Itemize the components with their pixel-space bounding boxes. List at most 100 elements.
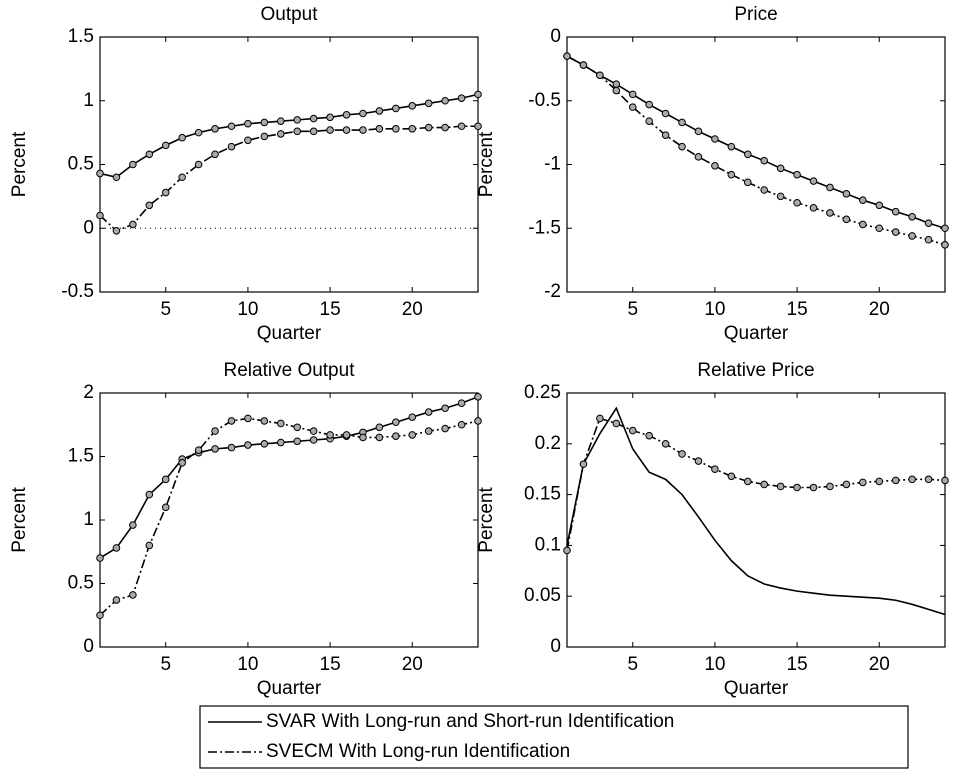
data-point bbox=[227, 122, 236, 131]
y-tick-label: -1.5 bbox=[528, 217, 561, 238]
data-point bbox=[112, 227, 121, 235]
y-tick-label: -2 bbox=[544, 281, 561, 302]
data-point bbox=[161, 503, 170, 512]
y-tick-label: 1.5 bbox=[68, 26, 94, 47]
data-point bbox=[743, 178, 752, 187]
data-point bbox=[842, 215, 851, 224]
y-axis-label: Percent bbox=[476, 131, 497, 197]
data-point bbox=[375, 433, 384, 442]
data-point bbox=[743, 477, 752, 486]
data-point bbox=[244, 441, 252, 449]
data-point bbox=[112, 544, 121, 552]
data-point bbox=[727, 142, 736, 151]
data-point bbox=[711, 161, 719, 170]
data-point bbox=[408, 102, 417, 110]
y-tick-label: 1.5 bbox=[68, 446, 94, 467]
data-point bbox=[661, 109, 670, 118]
x-tick-label: 10 bbox=[704, 654, 725, 675]
x-tick-label: 15 bbox=[320, 654, 341, 675]
data-point bbox=[293, 127, 302, 136]
x-tick-label: 20 bbox=[402, 654, 423, 675]
y-axis-label: Percent bbox=[9, 487, 30, 553]
data-point bbox=[579, 61, 588, 69]
x-tick-label: 20 bbox=[869, 299, 890, 320]
data-point bbox=[244, 136, 252, 145]
data-point bbox=[96, 169, 104, 178]
data-point bbox=[441, 123, 449, 132]
y-tick-label: -0.5 bbox=[61, 281, 94, 302]
data-point bbox=[211, 445, 219, 453]
data-point bbox=[441, 96, 449, 105]
data-point bbox=[457, 122, 466, 131]
x-axis-label: Quarter bbox=[257, 678, 322, 699]
data-point bbox=[645, 117, 653, 125]
plot-area bbox=[99, 392, 479, 648]
data-point bbox=[194, 160, 203, 169]
data-point bbox=[793, 170, 801, 179]
data-point bbox=[924, 235, 933, 244]
data-point bbox=[244, 119, 252, 128]
data-point bbox=[474, 122, 482, 131]
data-point bbox=[424, 427, 433, 435]
data-point bbox=[424, 99, 433, 108]
data-point bbox=[760, 480, 769, 489]
data-point bbox=[392, 432, 400, 440]
data-point bbox=[924, 219, 933, 227]
data-point bbox=[694, 457, 703, 465]
data-point bbox=[727, 472, 736, 481]
data-point bbox=[276, 438, 285, 447]
data-point bbox=[326, 113, 334, 122]
data-point bbox=[359, 126, 367, 134]
data-point bbox=[161, 475, 170, 484]
data-point bbox=[891, 207, 900, 216]
chart-title: Output bbox=[260, 4, 318, 25]
data-point bbox=[563, 546, 571, 555]
data-point bbox=[293, 116, 302, 124]
y-tick-label: 0.2 bbox=[535, 433, 561, 454]
data-point bbox=[260, 440, 269, 448]
data-point bbox=[809, 483, 818, 492]
data-point bbox=[457, 399, 466, 407]
data-point bbox=[941, 241, 949, 249]
data-point bbox=[309, 427, 318, 435]
data-point bbox=[145, 150, 154, 159]
legend-label: SVAR With Long-run and Short-run Identif… bbox=[266, 711, 674, 732]
data-point bbox=[293, 423, 302, 432]
data-point bbox=[129, 160, 137, 169]
data-point bbox=[826, 482, 834, 491]
chart-title: Price bbox=[734, 4, 777, 25]
data-point bbox=[875, 201, 884, 210]
data-point bbox=[457, 94, 466, 102]
data-point bbox=[178, 459, 186, 467]
x-tick-label: 15 bbox=[320, 299, 341, 320]
data-point bbox=[711, 135, 719, 143]
y-tick-label: -0.5 bbox=[528, 90, 561, 111]
data-point bbox=[612, 80, 621, 88]
data-point bbox=[161, 141, 170, 150]
data-point bbox=[145, 541, 154, 550]
y-tick-label: 0 bbox=[83, 217, 94, 238]
data-point bbox=[375, 423, 384, 432]
data-point bbox=[145, 201, 154, 210]
data-point bbox=[924, 475, 933, 484]
data-point bbox=[408, 413, 417, 421]
data-point bbox=[194, 128, 203, 137]
x-tick-label: 5 bbox=[627, 299, 638, 320]
y-tick-label: 0.5 bbox=[68, 573, 94, 594]
x-tick-label: 20 bbox=[402, 299, 423, 320]
data-point bbox=[441, 424, 449, 433]
data-point bbox=[908, 475, 916, 484]
y-tick-label: 0.25 bbox=[524, 382, 561, 403]
data-point bbox=[260, 118, 269, 127]
data-point bbox=[612, 86, 621, 95]
data-point bbox=[342, 126, 351, 134]
data-point bbox=[596, 71, 604, 80]
data-point bbox=[129, 591, 137, 599]
data-point bbox=[244, 414, 252, 423]
data-point bbox=[145, 490, 154, 499]
legend-box bbox=[199, 705, 909, 769]
data-point bbox=[161, 188, 170, 197]
data-point bbox=[563, 52, 571, 60]
data-point bbox=[375, 125, 384, 133]
